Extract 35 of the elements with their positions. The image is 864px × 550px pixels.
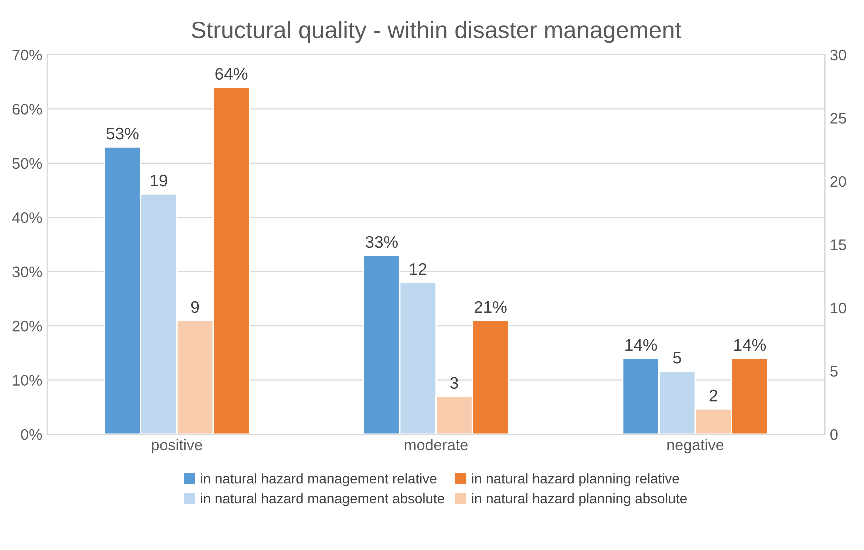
data-label: 5	[673, 352, 682, 364]
y-tick-label: 0%	[21, 429, 42, 440]
chart-title: Structural quality - within disaster management	[192, 21, 682, 44]
y-tick-label: 50%	[12, 158, 42, 170]
y-tick-label: 60%	[12, 104, 42, 115]
y2-tick-label: 10	[831, 302, 846, 314]
y2-tick-label: 5	[830, 366, 838, 377]
y-tick-label: 70%	[12, 50, 42, 61]
legend-label: in natural hazard planning relative	[472, 474, 680, 487]
data-label: 64%	[216, 68, 248, 80]
data-label: 12	[410, 263, 427, 276]
y-tick-label: 20%	[12, 320, 42, 332]
data-label: 53%	[106, 128, 139, 140]
data-label: 21%	[474, 301, 507, 314]
data-label: 33%	[366, 236, 398, 248]
y2-tick-label: 20	[830, 176, 846, 188]
data-label: 2	[710, 390, 718, 402]
x-tick-label: positive	[152, 439, 202, 454]
y2-tick-label: 15	[831, 240, 846, 250]
legend-label: in natural hazard management absolute	[201, 493, 444, 506]
data-label: 14%	[626, 339, 658, 352]
y-tick-label: 40%	[12, 212, 42, 224]
x-tick-label: moderate	[405, 439, 468, 451]
x-tick-label: negative	[668, 439, 724, 454]
y-tick-label: 30%	[12, 266, 42, 278]
y2-tick-label: 0	[830, 429, 838, 440]
y2-tick-label: 30	[830, 50, 846, 61]
data-label: 19	[150, 174, 168, 187]
data-label: 9	[191, 301, 200, 314]
legend-label: in natural hazard planning absolute	[472, 493, 688, 506]
data-label: 14%	[734, 339, 766, 352]
y2-tick-label: 25	[830, 113, 846, 124]
data-label: 3	[450, 377, 458, 390]
y-tick-label: 10%	[13, 375, 42, 386]
legend-label: in natural hazard management relative	[201, 474, 437, 487]
